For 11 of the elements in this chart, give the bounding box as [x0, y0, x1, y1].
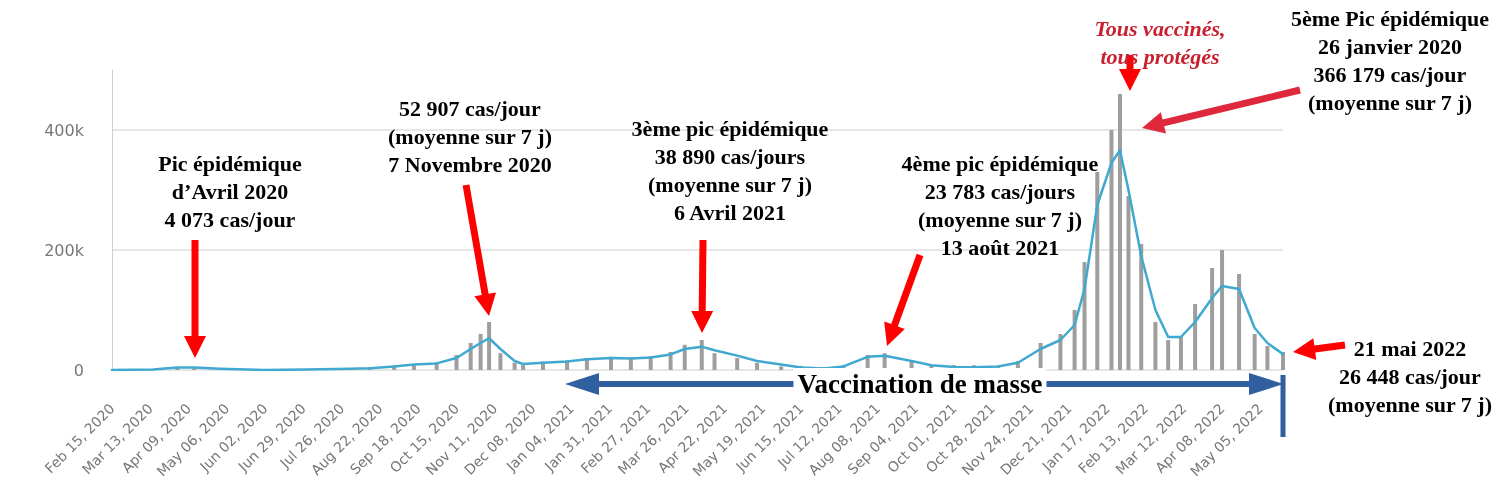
y-tick-label: 200k	[44, 240, 85, 260]
annotation: 3ème pic épidémique 38 890 cas/jours (moyenne sur 7 j) 6 Avril 2021	[631, 115, 829, 227]
y-tick-label: 400k	[44, 120, 85, 140]
annotation: 4ème pic épidémique 23 783 cas/jours (moyenne sur 7 j) 13 août 2021	[901, 150, 1099, 262]
text: Tous vaccinés, tous protégés	[1094, 15, 1226, 71]
text: 5ème Pic épidémique 26 janvier 2020 366 179 cas/jour (moyenne sur 7 j)	[1291, 5, 1489, 117]
y-tick-label: 0	[73, 360, 84, 380]
annotation: Vaccination de masse	[793, 368, 1047, 400]
text: 21 mai 2022 26 448 cas/jour (moyenne sur 7 j)	[1328, 335, 1492, 419]
annotation: Pic épidémique d’Avril 2020 4 073 cas/jour	[158, 150, 302, 234]
annotation: 52 907 cas/jour (moyenne sur 7 j) 7 Novembre 2020	[388, 95, 552, 179]
